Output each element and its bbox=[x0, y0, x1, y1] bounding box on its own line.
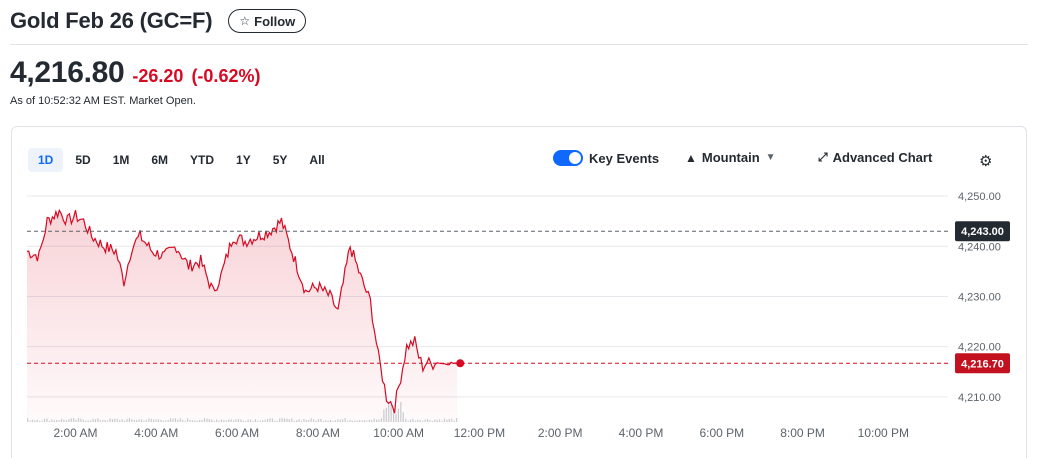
x-tick-label: 6:00 AM bbox=[215, 426, 259, 440]
range-tab-all[interactable]: All bbox=[309, 153, 325, 167]
range-tab-5d[interactable]: 5D bbox=[75, 153, 91, 167]
key-events-label: Key Events bbox=[589, 150, 660, 166]
expand-icon: ⤢ bbox=[818, 150, 828, 164]
price-change: -26.20 bbox=[132, 66, 184, 86]
quote-row: 4,216.80 -26.20 (-0.62%) bbox=[10, 56, 260, 90]
follow-label: Follow bbox=[254, 13, 296, 29]
x-tick-label: 8:00 PM bbox=[780, 426, 825, 440]
star-outline-icon: ☆ bbox=[239, 14, 251, 28]
y-tick-label: 4,220.00 bbox=[958, 342, 1001, 354]
range-tab-1m[interactable]: 1M bbox=[112, 153, 130, 167]
price-line bbox=[26, 208, 458, 414]
x-tick-label: 8:00 AM bbox=[296, 426, 340, 440]
x-tick-label: 10:00 AM bbox=[373, 426, 424, 440]
x-tick-label: 12:00 PM bbox=[454, 426, 505, 440]
range-tab-1d[interactable]: 1D bbox=[28, 148, 64, 172]
gear-icon[interactable]: ⚙ bbox=[979, 153, 993, 170]
advanced-chart-label: Advanced Chart bbox=[832, 150, 933, 165]
chart-type-dropdown[interactable]: ▲ Mountain ▼ bbox=[685, 150, 776, 165]
header-divider bbox=[10, 44, 1028, 45]
mountain-icon: ▲ bbox=[685, 150, 697, 165]
chart-type-label: Mountain bbox=[701, 150, 760, 165]
last-price-badge bbox=[955, 353, 1010, 374]
previous-close-badge-label: 4,243.00 bbox=[961, 226, 1004, 238]
price-change-percent: (-0.62%) bbox=[191, 66, 261, 86]
range-tab-6m[interactable]: 6M bbox=[151, 153, 169, 167]
x-tick-label: 2:00 PM bbox=[538, 426, 583, 440]
toggle-switch[interactable] bbox=[553, 150, 583, 166]
x-tick-label: 2:00 AM bbox=[53, 426, 97, 440]
range-tabs: 1D 5D 1M 6M YTD 1Y 5Y All bbox=[28, 148, 337, 172]
range-tab-ytd[interactable]: YTD bbox=[190, 153, 215, 167]
previous-close-badge bbox=[955, 221, 1010, 242]
chevron-down-icon: ▼ bbox=[765, 152, 776, 163]
y-tick-label: 4,210.00 bbox=[958, 392, 1001, 404]
current-price: 4,216.80 bbox=[10, 56, 125, 89]
last-price-badge-label: 4,216.70 bbox=[961, 358, 1004, 370]
advanced-chart-button[interactable]: ⤢ Advanced Chart bbox=[818, 150, 932, 165]
y-tick-label: 4,250.00 bbox=[958, 191, 1001, 203]
market-status: As of 10:52:32 AM EST. Market Open. bbox=[10, 95, 196, 107]
x-tick-label: 4:00 PM bbox=[619, 426, 664, 440]
x-tick-label: 6:00 PM bbox=[699, 426, 744, 440]
header-row: Gold Feb 26 (GC=F) ☆ Follow bbox=[10, 8, 307, 34]
price-area bbox=[27, 210, 458, 422]
last-price-dot bbox=[456, 359, 465, 368]
range-tab-1y[interactable]: 1Y bbox=[236, 153, 251, 167]
key-events-toggle[interactable]: Key Events bbox=[553, 150, 659, 166]
x-tick-label: 4:00 AM bbox=[134, 426, 178, 440]
x-tick-label: 10:00 PM bbox=[858, 426, 909, 440]
page-title: Gold Feb 26 (GC=F) bbox=[10, 8, 213, 33]
y-tick-label: 4,230.00 bbox=[958, 291, 1001, 303]
range-tab-5y[interactable]: 5Y bbox=[272, 153, 288, 167]
y-tick-label: 4,240.00 bbox=[958, 241, 1001, 253]
follow-button[interactable]: ☆ Follow bbox=[228, 9, 307, 33]
chart-card bbox=[11, 126, 1027, 458]
